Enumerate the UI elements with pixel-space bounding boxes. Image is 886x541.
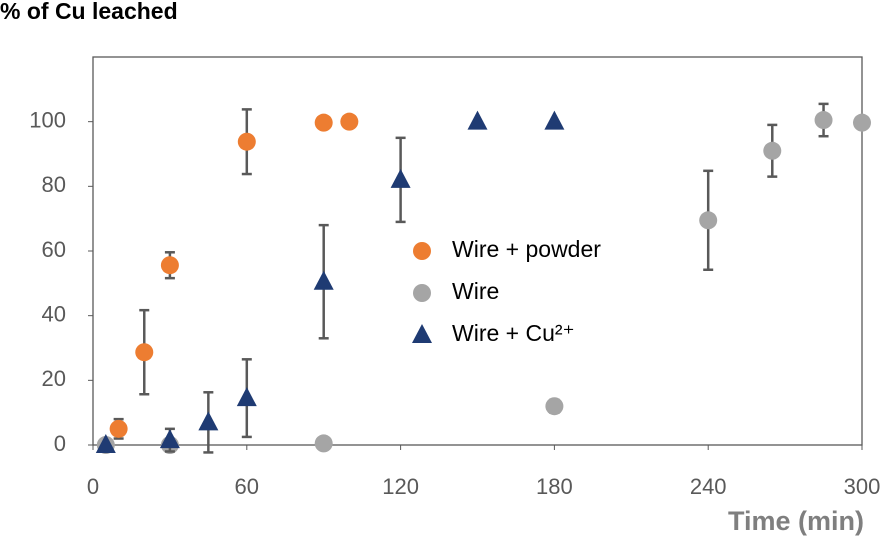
x-tick-label: 300 — [844, 474, 881, 499]
legend-label: Wire + powder — [452, 236, 601, 262]
point — [853, 113, 871, 132]
y-tick-label: 80 — [42, 172, 66, 197]
legend-marker — [413, 284, 431, 302]
legend-marker — [413, 242, 431, 260]
point — [340, 112, 359, 131]
y-tick-label: 40 — [42, 301, 66, 326]
point — [95, 434, 116, 453]
y-tick-label: 20 — [42, 366, 66, 391]
point — [763, 141, 782, 160]
point — [160, 256, 179, 275]
point — [544, 110, 565, 130]
point — [313, 270, 334, 290]
point — [198, 411, 219, 431]
point — [814, 111, 833, 130]
legend-label: Wire — [452, 278, 499, 304]
x-tick-label: 180 — [536, 474, 573, 499]
point — [314, 434, 333, 453]
y-tick-label: 100 — [29, 107, 66, 132]
point — [314, 113, 333, 132]
x-tick-label: 120 — [382, 474, 419, 499]
point — [237, 132, 256, 151]
point — [699, 211, 718, 230]
legend-marker — [412, 324, 432, 343]
x-tick-label: 240 — [690, 474, 727, 499]
x-axis-label: Time (min) — [728, 506, 864, 536]
x-tick-label: 60 — [235, 474, 259, 499]
y-tick-label: 0 — [54, 431, 66, 456]
point — [467, 110, 488, 130]
point — [135, 343, 154, 362]
point — [236, 387, 257, 407]
point — [545, 397, 564, 416]
x-tick-label: 0 — [87, 474, 99, 499]
point — [390, 168, 411, 188]
y-tick-label: 60 — [42, 237, 66, 262]
legend-label: Wire + Cu²⁺ — [452, 320, 575, 346]
point — [109, 419, 128, 438]
point — [159, 429, 180, 449]
y-axis-label: % of Cu leached — [0, 0, 178, 24]
